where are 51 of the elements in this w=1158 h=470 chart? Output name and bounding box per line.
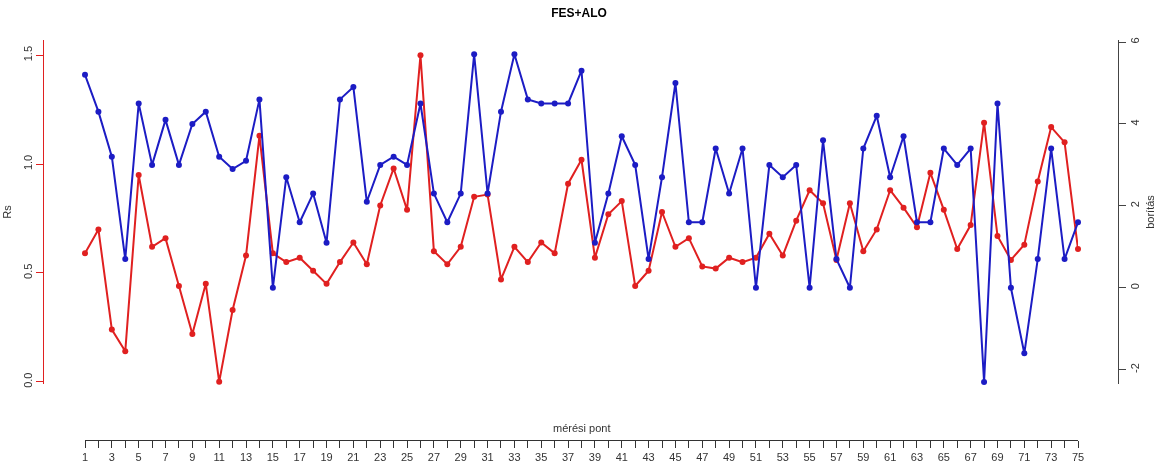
x-tick-label: 75 [1071, 451, 1085, 464]
x-tick-label: 47 [696, 451, 709, 464]
x-tick-label: 69 [991, 451, 1004, 464]
x-tick-label: 65 [937, 451, 950, 464]
x-tick-label: 39 [588, 451, 602, 464]
x-tick-label: 37 [561, 451, 575, 464]
y-tick-label: 0.0 [21, 372, 34, 388]
x-tick-label: 73 [1045, 451, 1058, 464]
x-tick-label: 63 [910, 451, 924, 464]
x-tick-label: 59 [857, 451, 870, 464]
y2-tick-label: 0 [1129, 283, 1142, 290]
y-tick-label: 0.5 [21, 263, 34, 279]
x-tick-label: 15 [266, 451, 279, 464]
x-tick-label: 31 [481, 451, 494, 464]
x-tick-label: 21 [347, 451, 360, 464]
x-tick-label: 71 [1018, 451, 1031, 464]
x-tick-label: 25 [400, 451, 414, 464]
chart-title: FES+ALO [551, 6, 607, 21]
y2-tick-label: 6 [1129, 37, 1142, 44]
y-tick-label: 1.5 [21, 45, 34, 62]
y2-axis-title: borítás [1144, 194, 1157, 229]
x-tick-label: 41 [615, 451, 628, 464]
x-tick-label: 17 [293, 451, 306, 464]
x-tick-label: 67 [964, 451, 977, 464]
x-tick-label: 35 [535, 451, 548, 464]
y-tick-label: 1.0 [21, 154, 34, 171]
x-tick-label: 7 [162, 451, 169, 464]
y2-tick-label: 4 [1129, 119, 1142, 126]
x-tick-label: 51 [749, 451, 763, 464]
x-tick-label: 49 [722, 451, 736, 464]
x-tick-label: 1 [81, 451, 89, 464]
y-axis-title: Rs [1, 204, 14, 219]
x-tick-label: 61 [884, 451, 897, 464]
y2-tick-label: -2 [1129, 363, 1142, 373]
x-tick-label: 53 [776, 451, 789, 464]
x-tick-label: 23 [374, 451, 387, 464]
x-tick-label: 3 [108, 451, 115, 464]
x-tick-label: 55 [803, 451, 816, 464]
x-tick-label: 29 [454, 451, 467, 464]
x-axis-title: mérési pont [553, 422, 611, 434]
x-tick-label: 43 [642, 451, 655, 464]
x-tick-label: 19 [320, 451, 333, 464]
y2-tick-label: 2 [1129, 201, 1142, 208]
x-tick-label: 5 [135, 451, 142, 464]
x-tick-label: 45 [669, 451, 682, 464]
x-tick-label: 13 [239, 451, 253, 464]
x-tick-label: 33 [508, 451, 521, 464]
x-tick-label: 11 [213, 451, 225, 464]
x-tick-label: 27 [427, 451, 441, 464]
x-tick-label: 9 [189, 451, 196, 464]
x-tick-label: 57 [830, 451, 843, 464]
